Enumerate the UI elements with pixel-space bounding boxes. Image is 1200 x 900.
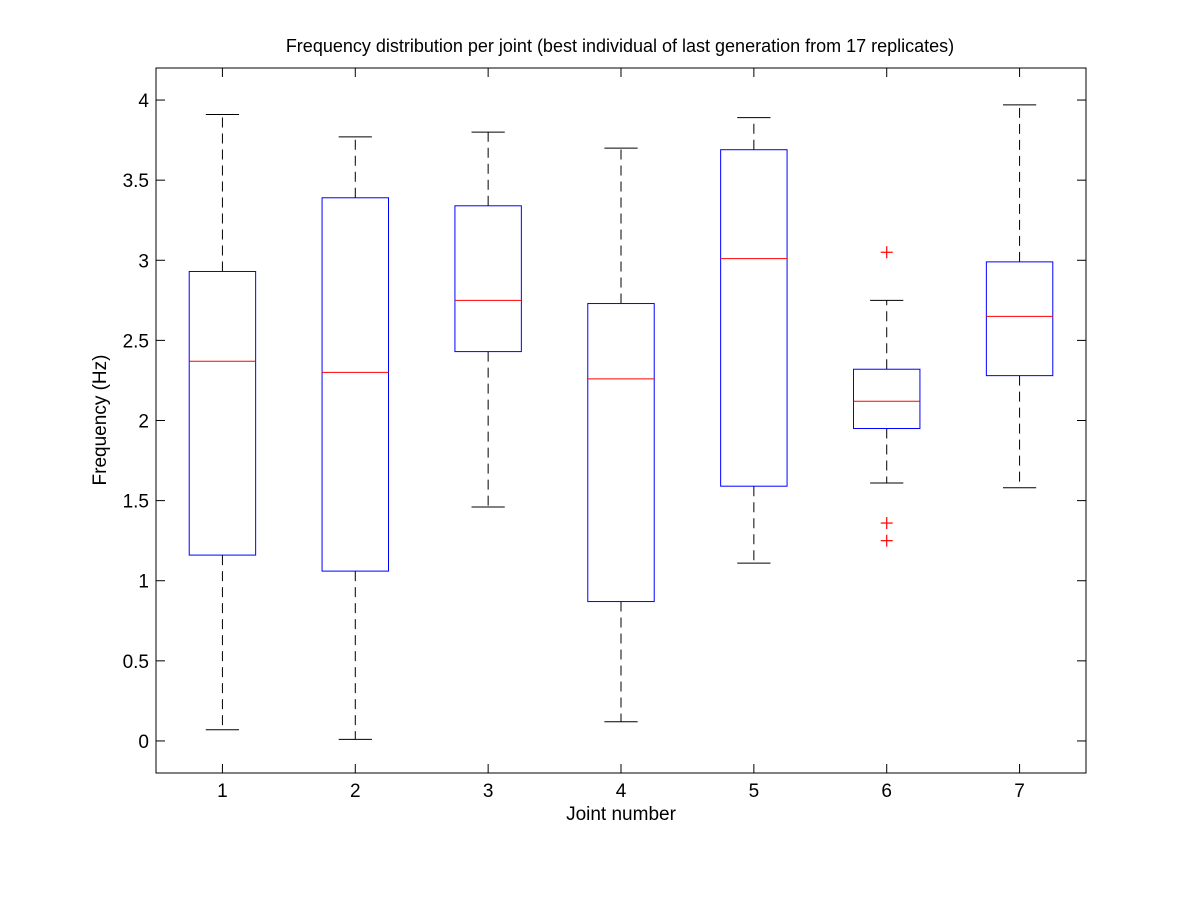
x-axis-label: Joint number xyxy=(566,804,677,825)
x-tick-label: 5 xyxy=(749,781,760,802)
y-tick-label: 2.5 xyxy=(123,331,149,352)
y-tick-label: 1.5 xyxy=(123,492,149,513)
box-joint-5 xyxy=(720,117,788,564)
y-tick-label: 0.5 xyxy=(123,652,149,673)
box-joint-4 xyxy=(587,147,655,723)
box-joint-6 xyxy=(853,246,921,547)
y-tick-label: 1 xyxy=(138,572,149,593)
box xyxy=(454,205,522,353)
outlier-marker xyxy=(880,534,893,547)
x-tick-label: 6 xyxy=(881,781,892,802)
y-tick-label: 3.5 xyxy=(123,171,149,192)
box xyxy=(720,149,788,487)
box-joint-7 xyxy=(985,104,1054,489)
x-tick-label: 7 xyxy=(1014,781,1025,802)
box-series xyxy=(188,104,1054,740)
axis-ticks: 0 0.5 1 1.5 2 2.5 3 3.5 4 1 2 3 4 5 6 7 xyxy=(123,68,1086,802)
y-tick-label: 2 xyxy=(138,412,149,433)
box xyxy=(985,261,1054,377)
y-axis-label: Frequency (Hz) xyxy=(90,355,111,486)
x-tick-label: 2 xyxy=(350,781,361,802)
box xyxy=(188,270,257,556)
box-joint-3 xyxy=(454,131,522,508)
outlier-marker xyxy=(880,517,893,530)
box xyxy=(587,303,655,603)
y-tick-label: 0 xyxy=(138,732,149,753)
x-tick-label: 3 xyxy=(483,781,494,802)
box xyxy=(853,368,921,430)
box-joint-2 xyxy=(321,136,390,740)
box xyxy=(321,197,390,572)
chart-title: Frequency distribution per joint (best i… xyxy=(286,36,954,56)
x-tick-label: 4 xyxy=(616,781,627,802)
outlier-marker xyxy=(880,246,893,259)
box-joint-1 xyxy=(188,113,257,731)
x-tick-label: 1 xyxy=(217,781,228,802)
y-tick-label: 4 xyxy=(138,91,149,112)
y-tick-label: 3 xyxy=(138,251,149,272)
